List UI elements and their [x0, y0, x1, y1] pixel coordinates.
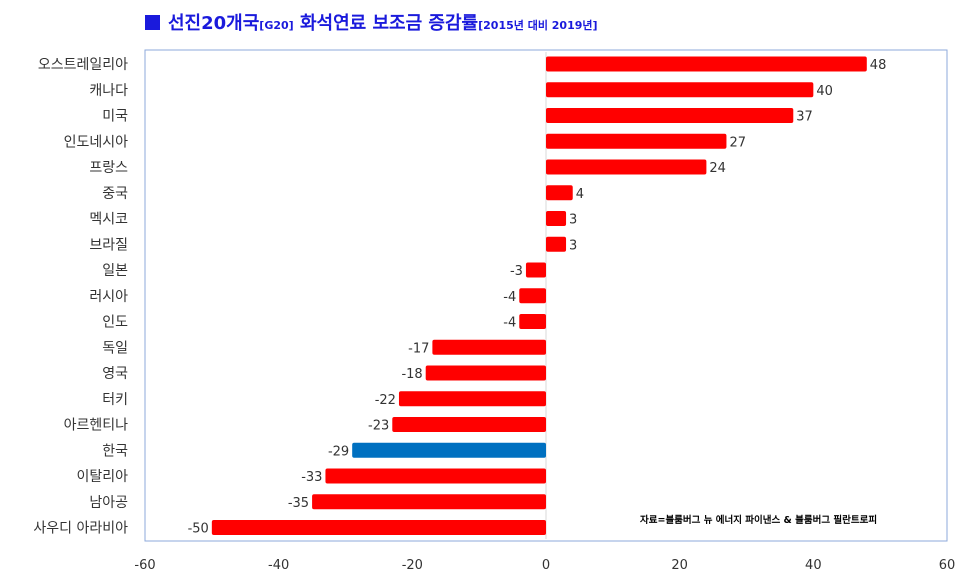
- category-label: 남아공: [89, 495, 128, 511]
- bar: [432, 339, 546, 355]
- bar: [211, 520, 547, 535]
- bars-group: [211, 52, 867, 539]
- bar: [312, 494, 546, 510]
- value-label: -18: [401, 367, 422, 382]
- value-label: 3: [569, 213, 577, 228]
- category-label: 독일: [102, 340, 128, 356]
- value-label: -4: [503, 316, 516, 331]
- value-label: -22: [375, 393, 396, 408]
- value-label: -35: [288, 496, 309, 511]
- value-label: 48: [870, 58, 887, 73]
- value-label: 37: [796, 110, 813, 125]
- category-label: 브라질: [89, 237, 128, 253]
- value-label: 24: [709, 161, 726, 176]
- bar: [392, 417, 546, 432]
- x-tick-label: -60: [134, 558, 155, 573]
- x-tick-label: 60: [939, 558, 956, 573]
- value-label: -4: [503, 290, 516, 305]
- value-label: -33: [301, 470, 322, 485]
- value-label: -29: [328, 444, 349, 459]
- x-axis-tick-labels: -60 -40 -20 0 20 40 60: [134, 558, 955, 573]
- bar: [546, 185, 573, 201]
- category-label: 캐나다: [89, 83, 128, 99]
- bar: [546, 133, 727, 149]
- bar: [546, 56, 867, 72]
- category-label: 멕시코: [89, 212, 128, 228]
- value-label: -3: [510, 264, 523, 279]
- bar: [398, 391, 546, 407]
- bar: [352, 442, 546, 458]
- title-square-icon: [145, 15, 160, 30]
- category-label: 프랑스: [89, 160, 128, 176]
- category-label: 러시아: [89, 289, 128, 305]
- category-label: 이탈리아: [76, 469, 128, 485]
- source-note: 자료=블룸버그 뉴 에너지 파이낸스 & 블룸버그 필란트로피: [640, 514, 877, 526]
- x-tick-label: -20: [402, 558, 423, 573]
- category-label: 일본: [102, 263, 128, 279]
- category-label: 영국: [102, 366, 128, 382]
- category-label: 인도: [102, 315, 128, 331]
- category-label: 아르헨티나: [64, 418, 129, 434]
- category-label: 미국: [102, 109, 128, 125]
- category-labels: 오스트레일리아캐나다미국인도네시아프랑스중국멕시코브라질일본러시아인도독일영국터…: [33, 57, 128, 537]
- category-label: 터키: [102, 392, 128, 408]
- category-label: 오스트레일리아: [38, 57, 128, 73]
- value-label: 4: [576, 187, 584, 202]
- x-tick-label: 20: [671, 558, 688, 573]
- title-main: 선진20개국: [168, 13, 260, 34]
- value-label: 40: [816, 84, 833, 99]
- x-tick-label: 0: [542, 558, 550, 573]
- bar: [546, 82, 814, 98]
- value-label: 3: [569, 238, 577, 253]
- category-label: 한국: [102, 443, 128, 459]
- bar: [546, 159, 707, 175]
- bar: [425, 365, 546, 381]
- value-label: -23: [368, 419, 389, 434]
- bar: [546, 211, 567, 226]
- title-tag: [G20]: [259, 19, 294, 32]
- bar: [519, 314, 546, 329]
- plot-frame: [144, 49, 948, 542]
- x-tick-label: -40: [268, 558, 289, 573]
- bar: [519, 288, 546, 304]
- category-label: 중국: [102, 186, 128, 202]
- bar: [325, 468, 546, 484]
- value-label: -17: [408, 341, 429, 356]
- category-label: 인도네시아: [64, 134, 129, 150]
- value-label: -50: [188, 522, 209, 537]
- x-tick-label: 40: [805, 558, 822, 573]
- category-label: 사우디 아라비아: [33, 521, 128, 537]
- bar: [525, 262, 546, 278]
- title-main-2: 화석연료 보조금 증감률: [293, 13, 479, 34]
- bar: [546, 236, 567, 252]
- value-label: 27: [729, 135, 746, 150]
- bar: [546, 108, 794, 123]
- title-period: [2015년 대비 2019년]: [478, 19, 598, 32]
- chart-title: 선진20개국[G20] 화석연료 보조금 증감률[2015년 대비 2019년]: [145, 9, 598, 37]
